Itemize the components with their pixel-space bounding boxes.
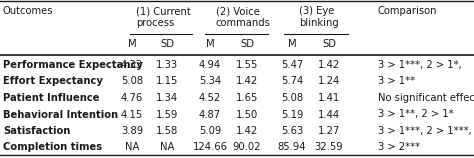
Text: Completion times: Completion times [3,143,102,152]
Text: No significant effects: No significant effects [378,93,474,103]
Text: 1.50: 1.50 [236,109,258,119]
Text: NA: NA [160,143,174,152]
Text: 5.47: 5.47 [281,60,303,70]
Text: SD: SD [160,39,174,49]
Text: 4.33: 4.33 [121,60,143,70]
Text: 1.44: 1.44 [318,109,340,119]
Text: 5.63: 5.63 [281,126,303,136]
Text: 1.55: 1.55 [236,60,258,70]
Text: 1.41: 1.41 [318,93,340,103]
Text: 1.15: 1.15 [156,76,178,86]
Text: 124.66: 124.66 [192,143,228,152]
Text: (3) Eye
blinking: (3) Eye blinking [299,6,339,28]
Text: 1.24: 1.24 [318,76,340,86]
Text: SD: SD [240,39,254,49]
Text: Satisfaction: Satisfaction [3,126,70,136]
Text: 32.59: 32.59 [315,143,343,152]
Text: 5.08: 5.08 [121,76,143,86]
Text: 5.19: 5.19 [281,109,303,119]
Text: 4.76: 4.76 [121,93,143,103]
Text: Outcomes: Outcomes [3,6,54,16]
Text: (2) Voice
commands: (2) Voice commands [216,6,271,28]
Text: 1.33: 1.33 [156,60,178,70]
Text: Performance Expectancy: Performance Expectancy [3,60,143,70]
Text: 3 > 1**: 3 > 1** [378,76,415,86]
Text: Effort Expectancy: Effort Expectancy [3,76,103,86]
Text: M: M [206,39,214,49]
Text: SD: SD [322,39,336,49]
Text: 1.59: 1.59 [156,109,178,119]
Text: 4.15: 4.15 [121,109,143,119]
Text: (1) Current
process: (1) Current process [136,6,191,28]
Text: M: M [288,39,296,49]
Text: 1.65: 1.65 [236,93,258,103]
Text: 5.09: 5.09 [199,126,221,136]
Text: 1.27: 1.27 [318,126,340,136]
Text: 3 > 2***: 3 > 2*** [378,143,420,152]
Text: 90.02: 90.02 [233,143,261,152]
Text: 3 > 1**, 2 > 1*: 3 > 1**, 2 > 1* [378,109,454,119]
Text: Patient Influence: Patient Influence [3,93,100,103]
Text: 1.58: 1.58 [156,126,178,136]
Text: 4.52: 4.52 [199,93,221,103]
Text: 85.94: 85.94 [278,143,306,152]
Text: 3 > 1***, 2 > 1*,: 3 > 1***, 2 > 1*, [378,60,462,70]
Text: 5.74: 5.74 [281,76,303,86]
Text: Behavioral Intention: Behavioral Intention [3,109,118,119]
Text: M: M [128,39,137,49]
Text: 3.89: 3.89 [121,126,143,136]
Text: Comparison: Comparison [378,6,438,16]
Text: NA: NA [125,143,139,152]
Text: 5.34: 5.34 [199,76,221,86]
Text: 5.08: 5.08 [281,93,303,103]
Text: 1.42: 1.42 [236,76,258,86]
Text: 4.94: 4.94 [199,60,221,70]
Text: 1.42: 1.42 [236,126,258,136]
Text: 3 > 1***, 2 > 1***, 3 > 2*: 3 > 1***, 2 > 1***, 3 > 2* [378,126,474,136]
Text: 1.42: 1.42 [318,60,340,70]
Text: 4.87: 4.87 [199,109,221,119]
Text: 1.34: 1.34 [156,93,178,103]
